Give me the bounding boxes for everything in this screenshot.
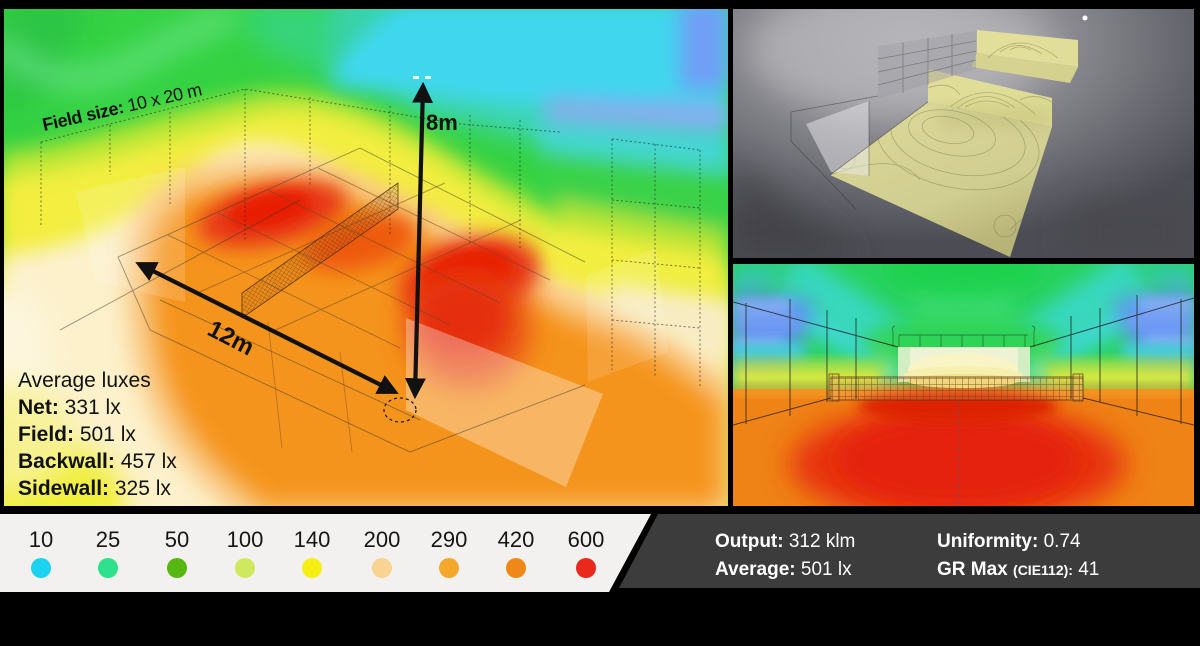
svg-text:Sidewall: 325 lx: Sidewall: 325 lx [18,477,171,500]
svg-text:Average luxes: Average luxes [18,369,151,392]
svg-text:Backwall: 457 lx: Backwall: 457 lx [18,450,177,473]
svg-text:Net: 331 lx: Net: 331 lx [18,396,121,419]
svg-text:Field: 501 lx: Field: 501 lx [18,423,136,446]
svg-text:8m: 8m [426,110,458,135]
